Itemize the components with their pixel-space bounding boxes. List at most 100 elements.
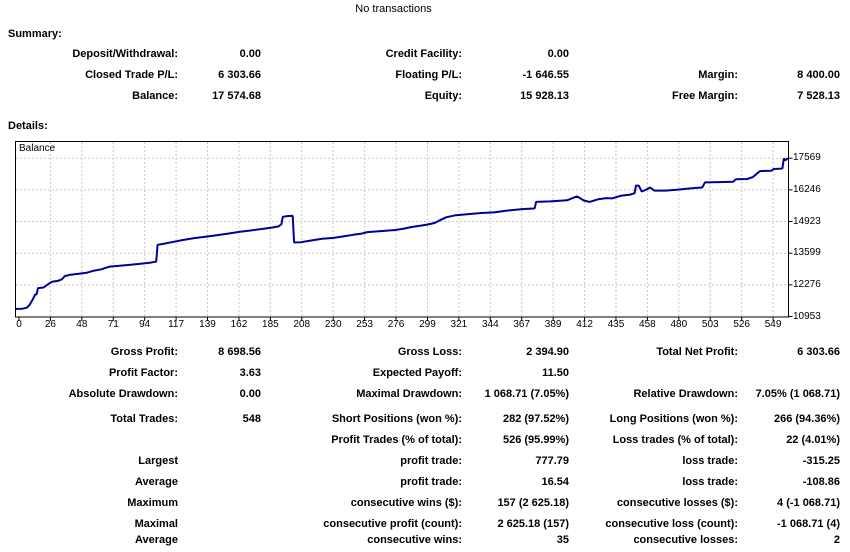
stat-label: Absolute Drawdown: <box>68 388 178 400</box>
x-tick-label: 162 <box>230 319 248 330</box>
stat-value: 7 528.13 <box>797 90 840 102</box>
chart-border <box>15 141 789 318</box>
x-tick-label: 549 <box>764 319 782 330</box>
y-tick-label: 10953 <box>793 310 821 322</box>
stat-value: 4 (-1 068.71) <box>777 497 840 509</box>
stat-label: Balance: <box>132 90 178 102</box>
stat-value: 526 (95.99%) <box>502 434 569 446</box>
balance-chart: Balance <box>15 141 794 323</box>
stat-value: -1 646.55 <box>522 69 569 81</box>
y-tick-label: 17569 <box>793 152 821 164</box>
stat-label: Average <box>134 534 178 546</box>
stat-value: 16.54 <box>541 476 569 488</box>
stat-label: Margin: <box>698 69 738 81</box>
x-tick-label: 389 <box>544 319 562 330</box>
stat-label: profit trade: <box>400 476 462 488</box>
stat-label: Total Trades: <box>110 413 178 425</box>
stat-value: 157 (2 625.18) <box>497 497 569 509</box>
x-tick-label: 230 <box>324 319 342 330</box>
x-tick-label: 367 <box>513 319 531 330</box>
no-transactions-text: No transactions <box>355 3 432 15</box>
balance-series-line <box>15 157 789 310</box>
stat-value: 15 928.13 <box>520 90 569 102</box>
summary-heading: Summary: <box>8 28 62 40</box>
stat-label: Deposit/Withdrawal: <box>72 48 178 60</box>
stat-value: -1 068.71 (4) <box>777 518 840 530</box>
stat-label: loss trade: <box>682 476 738 488</box>
stat-value: 6 303.66 <box>797 346 840 358</box>
y-tick-label: 13599 <box>793 247 821 259</box>
stat-value: 22 (4.01%) <box>786 434 840 446</box>
stat-label: Average <box>134 476 178 488</box>
stat-value: 2 <box>833 534 840 546</box>
stat-label: Free Margin: <box>671 90 738 102</box>
stat-label: Maximal Drawdown: <box>356 388 462 400</box>
x-tick-label: 503 <box>701 319 719 330</box>
stat-label: loss trade: <box>682 455 738 467</box>
stat-label: Profit Factor: <box>108 367 178 379</box>
stat-label: Maximum <box>127 497 178 509</box>
x-tick-label: 412 <box>576 319 593 330</box>
x-tick-label: 480 <box>670 319 688 330</box>
stat-label: Maximal <box>134 518 178 530</box>
stat-value: 0.00 <box>239 48 261 60</box>
x-tick-label: 48 <box>76 319 88 330</box>
x-tick-label: 185 <box>262 319 279 330</box>
x-tick-label: 94 <box>139 319 151 330</box>
stat-value: 6 303.66 <box>218 69 261 81</box>
stat-label: Relative Drawdown: <box>633 388 738 400</box>
stat-label: consecutive losses: <box>633 534 738 546</box>
stat-value: 2 394.90 <box>526 346 569 358</box>
stat-label: Loss trades (% of total): <box>612 434 738 446</box>
stat-label: Largest <box>138 455 178 467</box>
y-tick-label: 12276 <box>793 278 821 290</box>
stat-label: consecutive profit (count): <box>323 518 462 530</box>
stat-value: 7.05% (1 068.71) <box>755 388 840 400</box>
stat-label: Expected Payoff: <box>372 367 462 379</box>
stat-label: Credit Facility: <box>385 48 462 60</box>
x-tick-label: 435 <box>607 319 625 330</box>
stat-label: consecutive wins: <box>367 534 462 546</box>
stat-value: 3.63 <box>239 367 261 379</box>
x-tick-label: 253 <box>356 319 373 330</box>
stat-value: 266 (94.36%) <box>773 413 840 425</box>
x-tick-label: 0 <box>16 319 22 330</box>
stat-value: 1 068.71 (7.05%) <box>484 388 569 400</box>
stat-label: consecutive wins ($): <box>350 497 462 509</box>
stat-label: consecutive loss (count): <box>605 518 738 530</box>
y-tick-label: 14923 <box>793 215 821 227</box>
stat-label: Short Positions (won %): <box>331 413 462 425</box>
stat-value: 8 698.56 <box>218 346 261 358</box>
stat-label: consecutive losses ($): <box>616 497 738 509</box>
x-tick-label: 344 <box>481 319 499 330</box>
stat-value: -108.86 <box>802 476 840 488</box>
details-heading: Details: <box>8 120 48 132</box>
stat-label: profit trade: <box>400 455 462 467</box>
stat-label: Floating P/L: <box>395 69 462 81</box>
x-tick-label: 321 <box>450 319 468 330</box>
x-tick-label: 117 <box>168 319 185 330</box>
stat-value: 35 <box>556 534 569 546</box>
x-tick-label: 139 <box>199 319 216 330</box>
stat-value: 2 625.18 (157) <box>497 518 569 530</box>
stat-label: Gross Loss: <box>397 346 462 358</box>
stat-label: Total Net Profit: <box>656 346 738 358</box>
stat-value: 548 <box>242 413 261 425</box>
stat-label: Equity: <box>424 90 462 102</box>
x-tick-label: 276 <box>387 319 405 330</box>
stat-value: 282 (97.52%) <box>502 413 569 425</box>
stat-label: Closed Trade P/L: <box>85 69 178 81</box>
x-tick-label: 208 <box>293 319 311 330</box>
y-tick-label: 16246 <box>793 183 821 195</box>
stat-value: 0.00 <box>547 48 569 60</box>
x-tick-label: 26 <box>44 319 56 330</box>
stat-value: 8 400.00 <box>797 69 840 81</box>
stat-label: Gross Profit: <box>110 346 178 358</box>
stat-label: Profit Trades (% of total): <box>331 434 462 446</box>
x-tick-label: 526 <box>733 319 750 330</box>
stat-label: Long Positions (won %): <box>609 413 738 425</box>
stat-value: 0.00 <box>239 388 261 400</box>
stat-value: 11.50 <box>542 367 569 379</box>
x-tick-label: 458 <box>639 319 656 330</box>
